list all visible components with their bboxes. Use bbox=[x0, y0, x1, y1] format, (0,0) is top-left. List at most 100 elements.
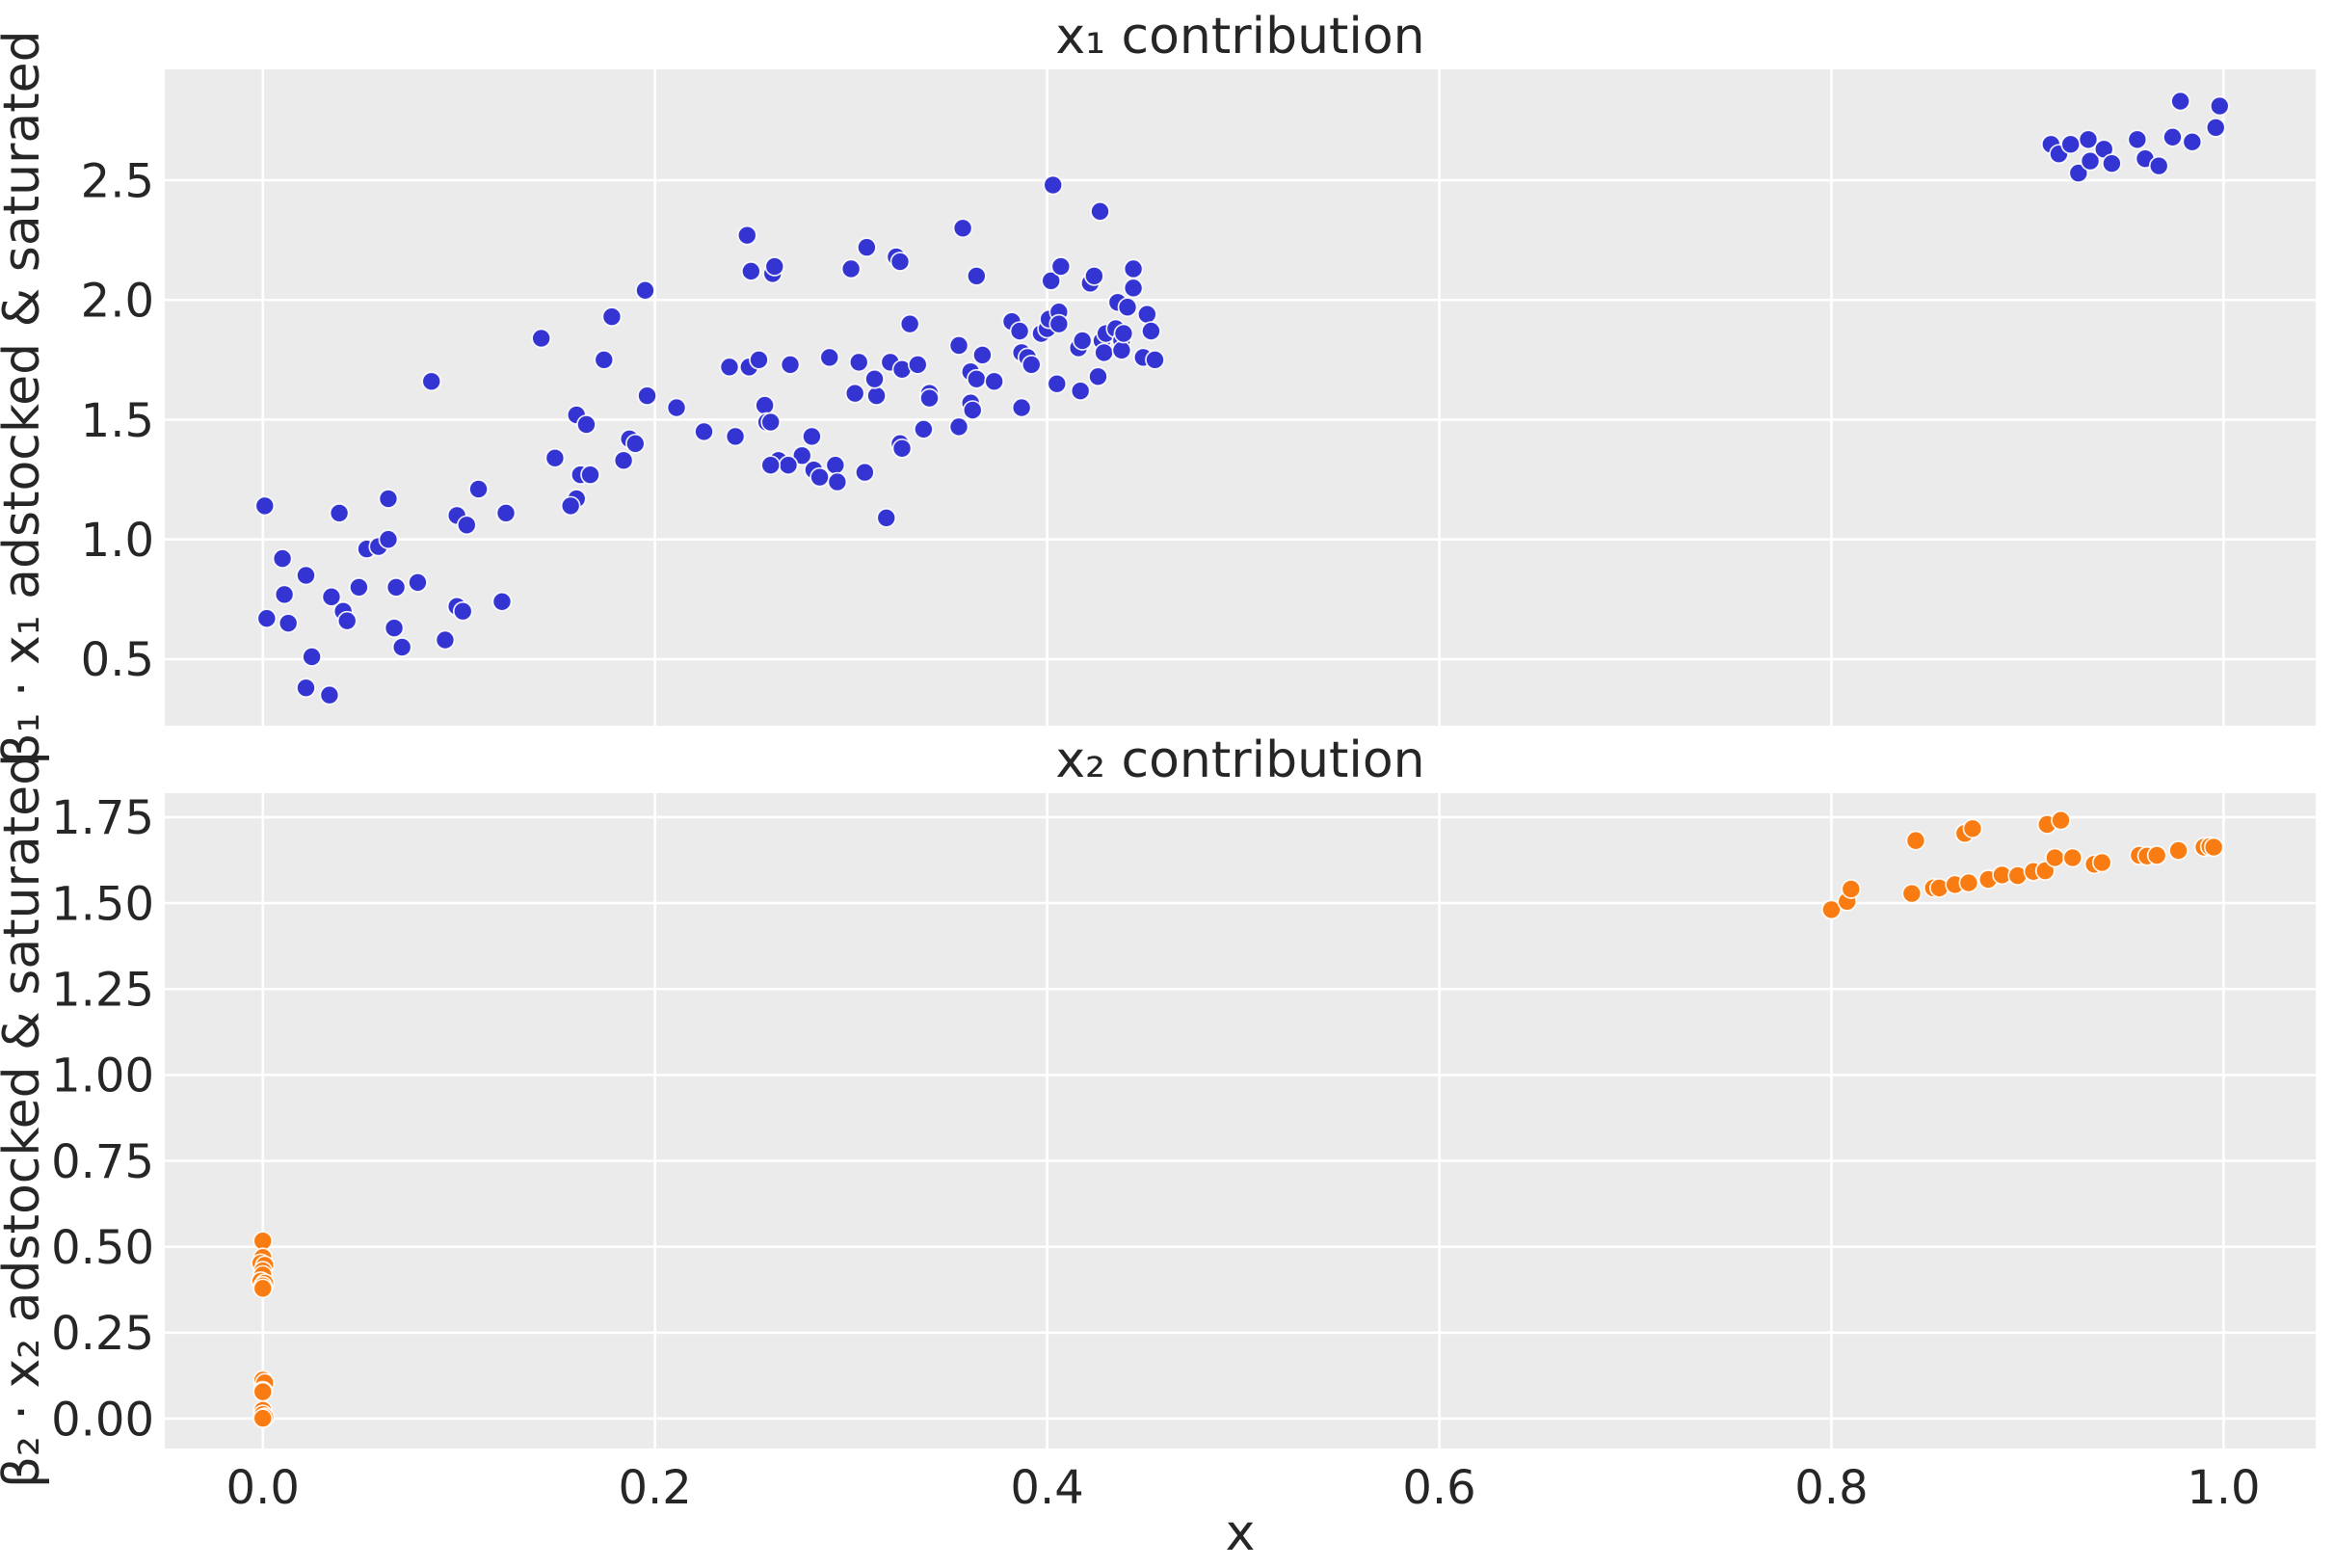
scatter-point bbox=[857, 237, 877, 257]
scatter-point bbox=[948, 416, 969, 438]
scatter-point bbox=[252, 1231, 274, 1251]
x-tick-label: 0.0 bbox=[226, 1461, 300, 1515]
scatter-point bbox=[2127, 129, 2148, 150]
scatter-point bbox=[952, 218, 973, 239]
y-tick-label: 0.5 bbox=[81, 633, 154, 687]
scatter-point bbox=[984, 371, 1005, 392]
scatter-point bbox=[2078, 129, 2099, 150]
scatter-point bbox=[495, 503, 517, 523]
scatter-point bbox=[948, 335, 969, 356]
scatter-point bbox=[2146, 845, 2167, 865]
scatter-point bbox=[378, 529, 399, 550]
scatter-point bbox=[844, 383, 865, 404]
scatter-point bbox=[1841, 879, 1862, 899]
scatter-point bbox=[962, 400, 983, 420]
scatter-point bbox=[791, 445, 812, 466]
scatter-point bbox=[1070, 381, 1091, 402]
x-tick-label: 0.6 bbox=[1402, 1461, 1475, 1515]
scatter-point bbox=[576, 414, 597, 435]
scatter-point bbox=[1962, 818, 1983, 839]
scatter-point bbox=[2051, 810, 2071, 831]
scatter-point bbox=[594, 350, 615, 370]
y-tick-label: 2.0 bbox=[81, 275, 154, 329]
scatter-point bbox=[966, 266, 987, 286]
scatter-point bbox=[889, 252, 911, 272]
scatter-point bbox=[1113, 323, 1134, 344]
scatter-point bbox=[1047, 373, 1068, 394]
y-tick-label: 0.00 bbox=[51, 1393, 154, 1447]
y-tick-label: 0.25 bbox=[51, 1307, 154, 1361]
scatter-point bbox=[624, 433, 646, 454]
scatter-point bbox=[384, 618, 405, 638]
scatter-point bbox=[252, 1408, 274, 1428]
scatter-point bbox=[2205, 118, 2226, 138]
y-tick-label: 0.50 bbox=[51, 1221, 154, 1275]
scatter-point bbox=[349, 577, 369, 598]
scatter-point bbox=[272, 548, 293, 569]
scatter-point bbox=[666, 397, 687, 418]
scatter-point bbox=[2182, 131, 2203, 152]
scatter-point bbox=[1111, 340, 1132, 360]
scatter-point bbox=[855, 462, 875, 483]
scatter-point bbox=[1088, 366, 1108, 387]
scatter-point bbox=[764, 256, 785, 277]
scatter-point bbox=[866, 385, 887, 406]
scatter-point bbox=[741, 261, 761, 281]
panel-background bbox=[165, 793, 2316, 1448]
y-tick-label: 1.50 bbox=[51, 877, 154, 931]
scatter-point bbox=[1137, 304, 1157, 325]
panel-title: x₂ contribution bbox=[1055, 731, 1424, 789]
y-tick-label: 2.5 bbox=[81, 154, 154, 208]
scatter-point bbox=[1117, 297, 1138, 318]
panel-background bbox=[165, 69, 2316, 726]
scatter-point bbox=[329, 503, 350, 523]
scatter-point bbox=[778, 455, 799, 476]
scatter-point bbox=[919, 387, 940, 409]
scatter-point bbox=[876, 507, 897, 528]
scatter-point bbox=[613, 450, 634, 471]
x-tick-label: 0.4 bbox=[1010, 1461, 1083, 1515]
scatter-point bbox=[719, 357, 740, 378]
scatter-point bbox=[2209, 95, 2230, 117]
scatter-point bbox=[760, 455, 782, 476]
panel-x1 bbox=[165, 69, 2316, 726]
scatter-point bbox=[809, 466, 830, 488]
scatter-point bbox=[1072, 331, 1093, 351]
scatter-point bbox=[1048, 313, 1070, 334]
scatter-point bbox=[252, 1278, 274, 1299]
y-axis-label: β₁ · x₁ adstocked & saturated bbox=[0, 30, 51, 764]
scatter-point bbox=[385, 577, 407, 598]
scatter-point bbox=[825, 455, 846, 476]
scatter-point bbox=[2170, 91, 2190, 112]
scatter-point bbox=[899, 313, 920, 334]
scatter-point bbox=[780, 354, 801, 375]
scatter-point bbox=[2168, 840, 2189, 861]
scatter-point bbox=[637, 385, 657, 406]
scatter-point bbox=[725, 426, 746, 447]
scatter-point bbox=[2068, 163, 2089, 183]
scatter-point bbox=[531, 328, 552, 349]
scatter-point bbox=[2091, 852, 2112, 873]
scatter-point bbox=[2203, 837, 2224, 858]
scatter-point bbox=[755, 395, 775, 415]
y-tick-label: 1.5 bbox=[81, 394, 154, 448]
scatter-point bbox=[1123, 278, 1144, 299]
scatter-point bbox=[1905, 830, 1926, 851]
x-tick-label: 0.2 bbox=[618, 1461, 691, 1515]
scatter-point bbox=[491, 591, 513, 612]
x-tick-label: 0.8 bbox=[1794, 1461, 1868, 1515]
scatter-point bbox=[802, 426, 822, 447]
scatter-point bbox=[914, 419, 934, 439]
scatter-point bbox=[1141, 321, 1161, 341]
scatter-point bbox=[2062, 847, 2083, 868]
scatter-point bbox=[864, 368, 885, 389]
scatter-point bbox=[819, 347, 840, 368]
scatter-point bbox=[2080, 150, 2101, 172]
scatter-point bbox=[694, 421, 714, 442]
scatter-point bbox=[1011, 397, 1032, 418]
scatter-point bbox=[1050, 256, 1072, 277]
scatter-point bbox=[254, 495, 276, 517]
scatter-point bbox=[302, 647, 322, 667]
scatter-point bbox=[1009, 321, 1030, 341]
